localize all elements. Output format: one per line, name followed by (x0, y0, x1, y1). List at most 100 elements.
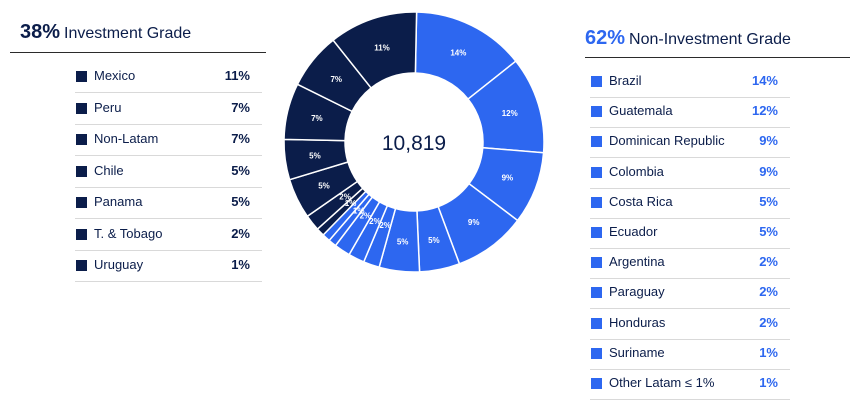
donut-chart: 14%12%9%9%5%5%2%2%2%1%1%2%5%5%7%7%11% 10… (283, 11, 545, 273)
legend-name: Chile (94, 162, 124, 178)
investment-grade-header: 38% Investment Grade (20, 21, 191, 44)
legend-value: 2% (759, 314, 778, 330)
investment-grade-panel: 38% Investment Grade Mexico 11% Peru 7% Non-L… (0, 0, 270, 300)
legend-name: T. & Tobago (94, 225, 163, 241)
legend-swatch (591, 166, 602, 178)
donut-slice-label: 5% (318, 182, 330, 191)
donut-slice (332, 11, 418, 90)
legend-row: Brazil 14% (590, 66, 790, 98)
legend-row: Suriname 1% (590, 338, 790, 370)
non-investment-grade-divider (585, 57, 850, 58)
legend-value: 9% (759, 163, 778, 179)
legend-name: Uruguay (94, 257, 144, 272)
legend-row: Paraguay 2% (590, 277, 790, 310)
legend-value: 5% (759, 193, 778, 209)
legend-value: 7% (231, 99, 250, 115)
donut-slice-label: 11% (374, 43, 390, 52)
legend-name: Other Latam ≤ 1% (609, 375, 715, 390)
investment-grade-divider (10, 52, 266, 53)
legend-row: Dominican Republic 9% (590, 126, 790, 159)
donut-slice-label: 2% (369, 217, 381, 226)
legend-swatch (591, 378, 602, 389)
legend-name: Honduras (609, 314, 666, 330)
legend-swatch (76, 134, 87, 145)
donut-slice-label: 2% (360, 211, 372, 220)
legend-value: 11% (224, 68, 250, 83)
legend-row: Panama 5% (75, 187, 262, 219)
legend-name: Mexico (94, 68, 136, 83)
legend-row: Chile 5% (75, 156, 262, 188)
non-investment-grade-percent: 62% (585, 27, 626, 49)
legend-row: Uruguay 1% (75, 250, 262, 282)
legend-swatch (591, 136, 602, 148)
legend-name: Colombia (609, 163, 664, 179)
legend-value: 1% (231, 257, 250, 272)
legend-name: Ecuador (609, 224, 658, 239)
legend-value: 2% (759, 254, 778, 270)
legend-swatch (591, 317, 602, 329)
legend-name: Peru (94, 99, 122, 115)
donut-slice-label: 1% (353, 206, 365, 215)
donut-slice-label: 7% (311, 114, 323, 123)
non-investment-grade-title: Non-Investment Grade (629, 31, 791, 48)
donut-slice-label: 7% (330, 75, 342, 84)
legend-value: 2% (231, 225, 250, 241)
donut-slice-label: 14% (450, 48, 466, 57)
legend-name: Guatemala (609, 103, 673, 119)
legend-name: Suriname (609, 344, 665, 360)
legend-value: 2% (759, 284, 778, 300)
legend-swatch (76, 71, 87, 82)
legend-value: 1% (759, 344, 778, 360)
legend-swatch (591, 196, 602, 208)
legend-swatch (76, 197, 87, 208)
legend-name: Brazil (609, 73, 642, 88)
legend-row: Argentina 2% (590, 247, 790, 280)
non-investment-grade-panel: 62% Non-Investment Grade Brazil 14% Guatema… (575, 0, 861, 411)
legend-swatch (76, 165, 87, 177)
legend-row: Honduras 2% (590, 308, 790, 340)
legend-name: Argentina (609, 254, 665, 270)
legend-row: Peru 7% (75, 93, 262, 125)
legend-value: 5% (759, 224, 778, 239)
legend-swatch (591, 227, 602, 238)
donut-slice-label: 9% (468, 218, 480, 227)
legend-row: Non-Latam 7% (75, 124, 262, 156)
legend-row: Other Latam ≤ 1% 1% (590, 368, 790, 400)
donut-center-total: 10,819 (382, 132, 446, 155)
legend-row: Guatemala 12% (590, 96, 790, 129)
legend-swatch (591, 106, 602, 118)
legend-value: 5% (231, 162, 250, 178)
donut-slice-label: 5% (309, 152, 321, 161)
donut-slice-label: 9% (502, 174, 514, 183)
legend-name: Non-Latam (94, 131, 159, 146)
donut-slice-label: 5% (397, 237, 409, 246)
legend-row: Ecuador 5% (590, 217, 790, 249)
legend-name: Dominican Republic (609, 133, 725, 149)
legend-swatch (76, 102, 87, 114)
legend-name: Costa Rica (609, 193, 673, 209)
non-investment-grade-header: 62% Non-Investment Grade (585, 27, 791, 50)
legend-value: 1% (759, 375, 778, 390)
donut-slice-label: 2% (339, 193, 351, 202)
legend-swatch (76, 228, 87, 240)
legend-value: 14% (751, 73, 778, 88)
legend-swatch (591, 76, 602, 87)
legend-value: 9% (759, 133, 778, 149)
donut-slice-label: 5% (428, 236, 440, 245)
legend-swatch (591, 287, 602, 299)
legend-row: Mexico 11% (75, 61, 262, 93)
donut-slice-label: 12% (502, 109, 518, 118)
investment-grade-percent: 38% (20, 21, 61, 43)
legend-row: Costa Rica 5% (590, 187, 790, 219)
legend-swatch (591, 347, 602, 359)
legend-name: Panama (94, 194, 143, 209)
donut-slice-label: 1% (345, 199, 357, 208)
legend-swatch (76, 260, 87, 271)
legend-name: Paraguay (609, 284, 665, 300)
legend-swatch (591, 257, 602, 269)
legend-value: 5% (231, 194, 250, 209)
legend-value: 7% (231, 131, 250, 146)
legend-value: 12% (751, 103, 778, 119)
legend-row: Colombia 9% (590, 157, 790, 189)
investment-grade-title: Investment Grade (64, 25, 192, 42)
